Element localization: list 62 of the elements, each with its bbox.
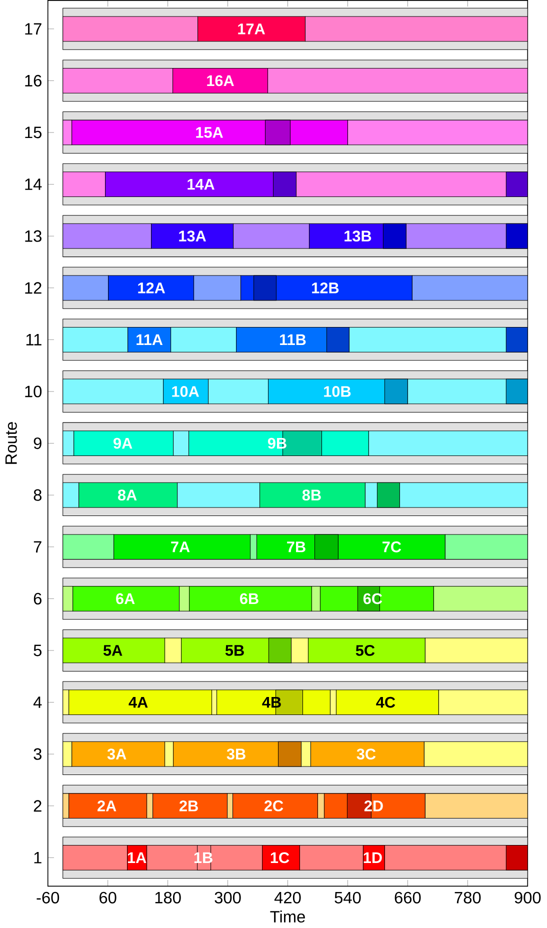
annotation: 2C bbox=[264, 800, 284, 812]
y-tick-label: 13 bbox=[25, 230, 42, 242]
y-tick-label: 2 bbox=[34, 800, 42, 812]
annotation: 11A bbox=[136, 334, 163, 345]
y-tick-label: 14 bbox=[25, 178, 42, 190]
y-tick-label: 1 bbox=[34, 852, 42, 864]
y-tick-label: 17 bbox=[25, 23, 42, 35]
y-tick-label: 9 bbox=[34, 437, 42, 450]
annotation: 14A bbox=[188, 179, 215, 190]
x-tick-label: 300 bbox=[214, 892, 241, 904]
annotation: 4C bbox=[376, 696, 396, 708]
annotation: 8B bbox=[302, 490, 321, 501]
x-tick-label: 660 bbox=[394, 892, 421, 904]
annotation: 5C bbox=[356, 645, 375, 656]
annotation: 3B bbox=[226, 748, 246, 760]
annotation: 7B bbox=[287, 542, 306, 552]
annotation: 1C bbox=[271, 852, 290, 864]
x-tick-label: 900 bbox=[514, 892, 541, 904]
annotation: 3A bbox=[107, 748, 126, 760]
annotation: 13A bbox=[179, 230, 206, 242]
annotation: 3C bbox=[356, 748, 376, 760]
y-axis-title: Route bbox=[6, 422, 18, 464]
y-tick-label: 6 bbox=[34, 592, 42, 604]
annotation: 4A bbox=[128, 696, 148, 708]
x-axis-title: Time bbox=[270, 910, 306, 923]
annotation: 9A bbox=[114, 438, 132, 449]
y-tick-label: 3 bbox=[34, 748, 42, 760]
annotation: 10A bbox=[172, 386, 200, 397]
annotation: 1D bbox=[364, 852, 382, 863]
annotation: 5B bbox=[226, 645, 244, 656]
annotation: 2A bbox=[98, 800, 116, 812]
annotation: 13B bbox=[344, 230, 372, 242]
x-tick-label: 420 bbox=[274, 892, 301, 904]
annotation: 7A bbox=[171, 542, 190, 552]
x-tick-label: 780 bbox=[454, 892, 481, 904]
y-tick-label: 8 bbox=[34, 489, 42, 501]
annotation: 6A bbox=[116, 593, 135, 604]
y-tick-label: 11 bbox=[26, 334, 42, 346]
annotation: 17A bbox=[238, 24, 266, 34]
x-tick-label: 180 bbox=[155, 892, 181, 904]
annotation: 5A bbox=[104, 645, 122, 656]
y-tick-label: 7 bbox=[34, 541, 42, 553]
annotation: 8A bbox=[118, 490, 137, 501]
annotation: 12A bbox=[138, 282, 166, 294]
annotation: 10B bbox=[324, 386, 351, 397]
annotation: 7C bbox=[382, 541, 402, 552]
y-tick-label: 4 bbox=[34, 696, 42, 708]
x-tick-label: 60 bbox=[100, 892, 116, 904]
y-tick-label: 15 bbox=[25, 126, 42, 138]
y-tick-label: 16 bbox=[25, 74, 42, 87]
annotation: 2B bbox=[180, 800, 198, 812]
y-tick-label: 12 bbox=[25, 282, 42, 294]
annotation: 1A bbox=[128, 852, 146, 863]
annotation: 11B bbox=[280, 334, 306, 345]
annotation: 16A bbox=[207, 75, 234, 86]
y-tick-label: 10 bbox=[25, 386, 42, 398]
annotation: 12B bbox=[312, 282, 339, 294]
x-tick-label: 540 bbox=[334, 892, 361, 904]
annotation: 15A bbox=[196, 127, 224, 138]
x-tick-label: -60 bbox=[36, 892, 60, 904]
y-tick-label: 5 bbox=[34, 644, 42, 656]
annotation: 6B bbox=[240, 593, 258, 604]
